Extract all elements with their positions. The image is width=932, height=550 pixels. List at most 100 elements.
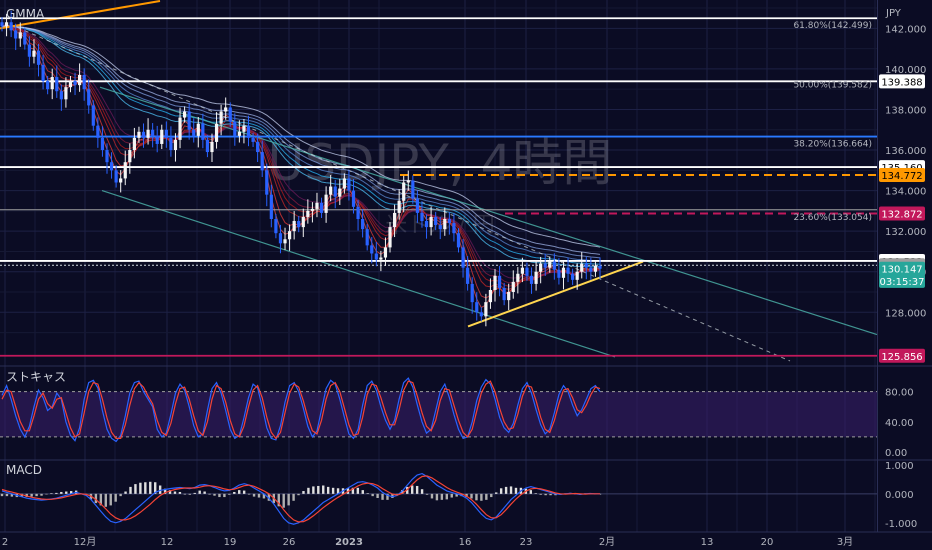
candle-body[interactable] <box>169 137 173 151</box>
candle-body[interactable] <box>383 247 388 258</box>
candle-body[interactable] <box>470 283 474 303</box>
candle-body[interactable] <box>301 216 305 228</box>
candle-body[interactable] <box>137 131 141 138</box>
price-badge[interactable] <box>879 348 925 363</box>
candle-body[interactable] <box>192 129 196 136</box>
candle-body[interactable] <box>502 287 506 301</box>
candle-body[interactable] <box>593 265 598 272</box>
candle-body[interactable] <box>128 150 132 163</box>
candle-body[interactable] <box>119 178 123 183</box>
channel-mid-line[interactable] <box>9 23 791 362</box>
candle-body[interactable] <box>78 74 82 86</box>
candle-body[interactable] <box>50 77 54 90</box>
candle-body[interactable] <box>237 131 241 136</box>
macd-panel[interactable]: -1.000 0.000 1.000 <box>0 461 917 530</box>
price-badge[interactable] <box>879 261 925 276</box>
candle-body[interactable] <box>561 267 566 278</box>
candle-body[interactable] <box>32 50 36 57</box>
candle-body[interactable] <box>160 129 164 144</box>
macd-indicator-label[interactable]: MACD <box>6 463 42 477</box>
candle-body[interactable] <box>525 267 529 276</box>
candle-body[interactable] <box>484 302 488 317</box>
candle-body[interactable] <box>351 190 356 207</box>
candle-body[interactable] <box>479 312 483 317</box>
candle-body[interactable] <box>566 267 570 274</box>
candle-body[interactable] <box>452 223 456 234</box>
candle-body[interactable] <box>438 225 442 230</box>
candle-body[interactable] <box>370 245 374 254</box>
candle-body[interactable] <box>251 137 255 142</box>
candle-body[interactable] <box>260 152 264 171</box>
candle-body[interactable] <box>347 178 351 191</box>
candle-body[interactable] <box>205 139 210 153</box>
price-axis[interactable]: 128.000130.000132.000134.000136.000138.0… <box>879 24 926 363</box>
candle-body[interactable] <box>105 150 109 163</box>
candle-body[interactable] <box>214 123 219 142</box>
candle-body[interactable] <box>392 212 397 228</box>
candle-body[interactable] <box>333 186 337 197</box>
candle-body[interactable] <box>132 137 136 151</box>
candle-body[interactable] <box>233 121 237 136</box>
candle-body[interactable] <box>23 32 27 45</box>
candle-body[interactable] <box>123 162 127 179</box>
candle-body[interactable] <box>196 123 200 136</box>
candle-body[interactable] <box>55 77 59 92</box>
stochastic-panel[interactable]: 0.00 40.00 80.00 <box>0 377 914 459</box>
candle-body[interactable] <box>68 81 73 88</box>
candle-body[interactable] <box>548 261 552 268</box>
price-panel[interactable]: 61.80%(142.499) 50.00%(139.582) 38.20%(136… <box>0 0 878 362</box>
candle-body[interactable] <box>59 91 63 100</box>
candle-body[interactable] <box>256 141 260 153</box>
candle-body[interactable] <box>287 231 292 240</box>
candle-body[interactable] <box>164 129 168 138</box>
price-badge[interactable] <box>879 74 925 89</box>
candle-body[interactable] <box>0 22 4 27</box>
candle-body[interactable] <box>310 208 315 211</box>
candle-body[interactable] <box>529 275 534 284</box>
candle-body[interactable] <box>109 162 114 171</box>
candle-body[interactable] <box>246 125 251 138</box>
candle-body[interactable] <box>461 247 465 268</box>
candle-body[interactable] <box>41 64 45 82</box>
candle-body[interactable] <box>319 202 324 213</box>
candle-body[interactable] <box>434 216 438 226</box>
candle-body[interactable] <box>178 117 182 140</box>
candle-body[interactable] <box>589 267 593 272</box>
candle-body[interactable] <box>356 206 360 219</box>
candle-body[interactable] <box>306 210 310 217</box>
candle-body[interactable] <box>14 30 18 39</box>
candle-body[interactable] <box>374 253 378 260</box>
candle-body[interactable] <box>91 105 95 126</box>
candle-body[interactable] <box>342 178 346 189</box>
candle-body[interactable] <box>402 182 406 201</box>
candle-body[interactable] <box>447 218 451 224</box>
candle-body[interactable] <box>420 212 424 222</box>
candle-body[interactable] <box>87 89 91 106</box>
candle-body[interactable] <box>114 170 118 183</box>
candle-body[interactable] <box>379 257 383 260</box>
candle-body[interactable] <box>493 275 497 290</box>
gmma-indicator-label[interactable]: GMMA <box>6 7 45 21</box>
candle-body[interactable] <box>27 44 31 57</box>
candle-body[interactable] <box>141 131 146 138</box>
candle-body[interactable] <box>575 271 579 280</box>
candle-body[interactable] <box>297 221 301 228</box>
candle-body[interactable] <box>584 263 588 268</box>
candle-body[interactable] <box>173 139 178 151</box>
candle-body[interactable] <box>443 218 447 230</box>
candle-body[interactable] <box>274 218 278 234</box>
candle-body[interactable] <box>571 273 575 280</box>
candle-body[interactable] <box>497 275 502 288</box>
candle-body[interactable] <box>539 263 543 272</box>
candle-body[interactable] <box>552 261 556 270</box>
candle-body[interactable] <box>557 269 561 278</box>
candle-body[interactable] <box>520 267 524 274</box>
candle-body[interactable] <box>278 233 283 244</box>
candle-body[interactable] <box>36 50 41 65</box>
candle-body[interactable] <box>580 263 584 272</box>
orange-trendline[interactable] <box>0 0 161 30</box>
price-badge[interactable] <box>879 273 925 288</box>
candle-body[interactable] <box>406 180 410 183</box>
price-badge[interactable] <box>879 167 925 182</box>
